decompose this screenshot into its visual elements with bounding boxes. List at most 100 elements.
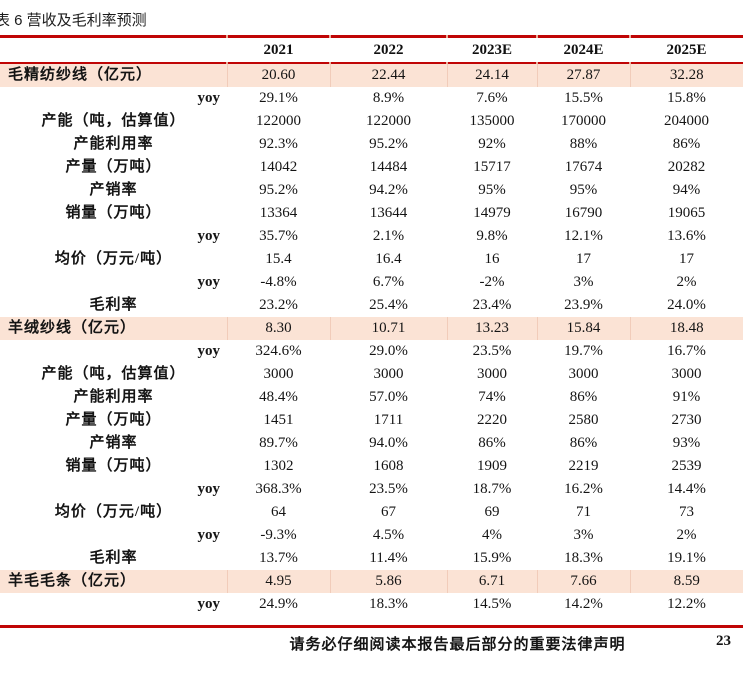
value-cell: 18.48 xyxy=(629,317,743,340)
value-cell: 24.9% xyxy=(259,596,298,612)
value-cell: 15.8% xyxy=(667,90,706,106)
value-cell: 23.5% xyxy=(472,343,512,359)
value-cell: 2539 xyxy=(671,458,702,474)
value-cell: 8.59 xyxy=(629,570,743,593)
value-cell: 3% xyxy=(573,527,594,543)
value-cell: 204000 xyxy=(664,113,709,129)
value-cell: 91% xyxy=(672,389,701,405)
table-row-metric: 毛利率 13.7% 11.4% 15.9% 18.3% 19.1% xyxy=(0,547,743,570)
value-cell: 23.2% xyxy=(259,297,298,313)
value-cell: 2219 xyxy=(568,458,599,474)
value-cell: 3000 xyxy=(373,366,404,382)
value-cell: 10.71 xyxy=(329,317,447,340)
row-label: 毛利率 xyxy=(89,550,138,566)
table-row-yoy: yoy 24.9% 18.3% 14.5% 14.2% 12.2% xyxy=(0,593,743,616)
footer-disclaimer: 请务必仔细阅读本报告最后部分的重要法律声明 xyxy=(289,637,626,653)
value-cell: 5.86 xyxy=(329,570,447,593)
table-header-row: 2021 2022 2023E 2024E 2025E xyxy=(0,36,743,63)
row-label: 产量（万吨） xyxy=(65,159,162,175)
value-cell: 13364 xyxy=(259,205,298,221)
value-cell: 135000 xyxy=(469,113,515,129)
value-cell: 3% xyxy=(573,274,594,290)
value-cell: 2730 xyxy=(671,412,702,428)
table-row-metric: 产能（吨，估算值） 3000 3000 3000 3000 3000 xyxy=(0,363,743,386)
table-row-metric: 产量（万吨） 14042 14484 15717 17674 20282 xyxy=(0,156,743,179)
value-cell: 32.28 xyxy=(629,63,743,87)
page-number: 23 xyxy=(716,633,731,649)
table-row-metric: 产能利用率 92.3% 95.2% 92% 88% 86% xyxy=(0,133,743,156)
value-cell: 8.30 xyxy=(226,317,330,340)
row-label: 销量（万吨） xyxy=(65,205,162,221)
value-cell: 3000 xyxy=(263,366,294,382)
value-cell: 14.2% xyxy=(564,596,603,612)
value-cell: 6.71 xyxy=(446,570,537,593)
row-label: 产销率 xyxy=(89,182,138,198)
value-cell: 17 xyxy=(679,251,694,267)
row-label: 毛利率 xyxy=(89,297,138,313)
value-cell: 86% xyxy=(569,389,598,405)
value-cell: 2.1% xyxy=(372,228,405,244)
value-cell: 95% xyxy=(569,182,598,198)
row-label: 产能（吨，估算值） xyxy=(41,113,186,129)
value-cell: 93% xyxy=(672,435,701,451)
year-column-header: 2021 xyxy=(263,41,294,58)
column-divider-tick xyxy=(226,35,228,38)
year-column-header: 2023E xyxy=(471,41,512,58)
value-cell: 8.9% xyxy=(372,90,405,106)
table-row-metric: 产销率 89.7% 94.0% 86% 86% 93% xyxy=(0,432,743,455)
row-label: 羊毛毛条（亿元） xyxy=(8,573,137,589)
value-cell: 14.4% xyxy=(667,481,706,497)
table-row-yoy: yoy 29.1% 8.9% 7.6% 15.5% 15.8% xyxy=(0,87,743,110)
value-cell: 71 xyxy=(576,504,591,520)
value-cell: 11.4% xyxy=(369,550,408,566)
table-row-section: 羊绒纱线（亿元） 8.30 10.71 13.23 15.84 18.48 xyxy=(0,317,743,340)
value-cell: 16.4 xyxy=(375,251,402,267)
value-cell: 12.2% xyxy=(667,596,706,612)
year-column-header: 2025E xyxy=(666,41,707,58)
column-divider-tick xyxy=(536,62,538,64)
row-label: 羊绒纱线（亿元） xyxy=(8,320,137,336)
value-cell: 9.8% xyxy=(476,228,508,244)
value-cell: 86% xyxy=(569,435,598,451)
value-cell: 15.9% xyxy=(472,550,512,566)
row-label: yoy xyxy=(197,343,221,359)
value-cell: 23.4% xyxy=(472,297,512,313)
value-cell: 2% xyxy=(676,274,697,290)
table-row-metric: 毛利率 23.2% 25.4% 23.4% 23.9% 24.0% xyxy=(0,294,743,317)
value-cell: 29.0% xyxy=(369,343,408,359)
value-cell: 73 xyxy=(679,504,694,520)
value-cell: 92% xyxy=(478,136,506,152)
table-row-metric: 销量（万吨） 1302 1608 1909 2219 2539 xyxy=(0,455,743,478)
value-cell: 12.1% xyxy=(564,228,603,244)
row-label: yoy xyxy=(197,274,221,290)
value-cell: -4.8% xyxy=(260,274,297,290)
value-cell: 13.23 xyxy=(446,317,537,340)
value-cell: 3000 xyxy=(671,366,702,382)
column-divider-tick xyxy=(446,35,448,38)
report-page: 表 6 营收及毛利率预测 2021 2022 2023E 2024E 2025E 毛精纺… xyxy=(0,9,743,681)
value-cell: 3000 xyxy=(568,366,599,382)
value-cell: 16.2% xyxy=(564,481,603,497)
value-cell: 18.3% xyxy=(369,596,408,612)
column-divider-tick xyxy=(629,62,631,64)
table-row-section: 毛精纺纱线（亿元） 20.60 22.44 24.14 27.87 32.28 xyxy=(0,63,743,87)
value-cell: 13.7% xyxy=(259,550,298,566)
value-cell: 1608 xyxy=(373,458,404,474)
value-cell: -9.3% xyxy=(260,527,297,543)
value-cell: 15.84 xyxy=(536,317,630,340)
year-column-header: 2024E xyxy=(563,41,604,58)
value-cell: 74% xyxy=(478,389,506,405)
value-cell: 20282 xyxy=(667,159,706,175)
value-cell: 4.5% xyxy=(372,527,405,543)
value-cell: 170000 xyxy=(561,113,606,129)
value-cell: 14.5% xyxy=(472,596,512,612)
value-cell: 23.9% xyxy=(564,297,603,313)
table-row-section: 羊毛毛条（亿元） 4.95 5.86 6.71 7.66 8.59 xyxy=(0,570,743,593)
column-divider-tick xyxy=(536,35,538,38)
row-label: 产销率 xyxy=(89,435,138,451)
table-row-yoy: yoy 368.3% 23.5% 18.7% 16.2% 14.4% xyxy=(0,478,743,501)
value-cell: 88% xyxy=(569,136,598,152)
row-label: yoy xyxy=(197,481,221,497)
row-label: 产能（吨，估算值） xyxy=(41,366,186,382)
value-cell: 13644 xyxy=(369,205,408,221)
